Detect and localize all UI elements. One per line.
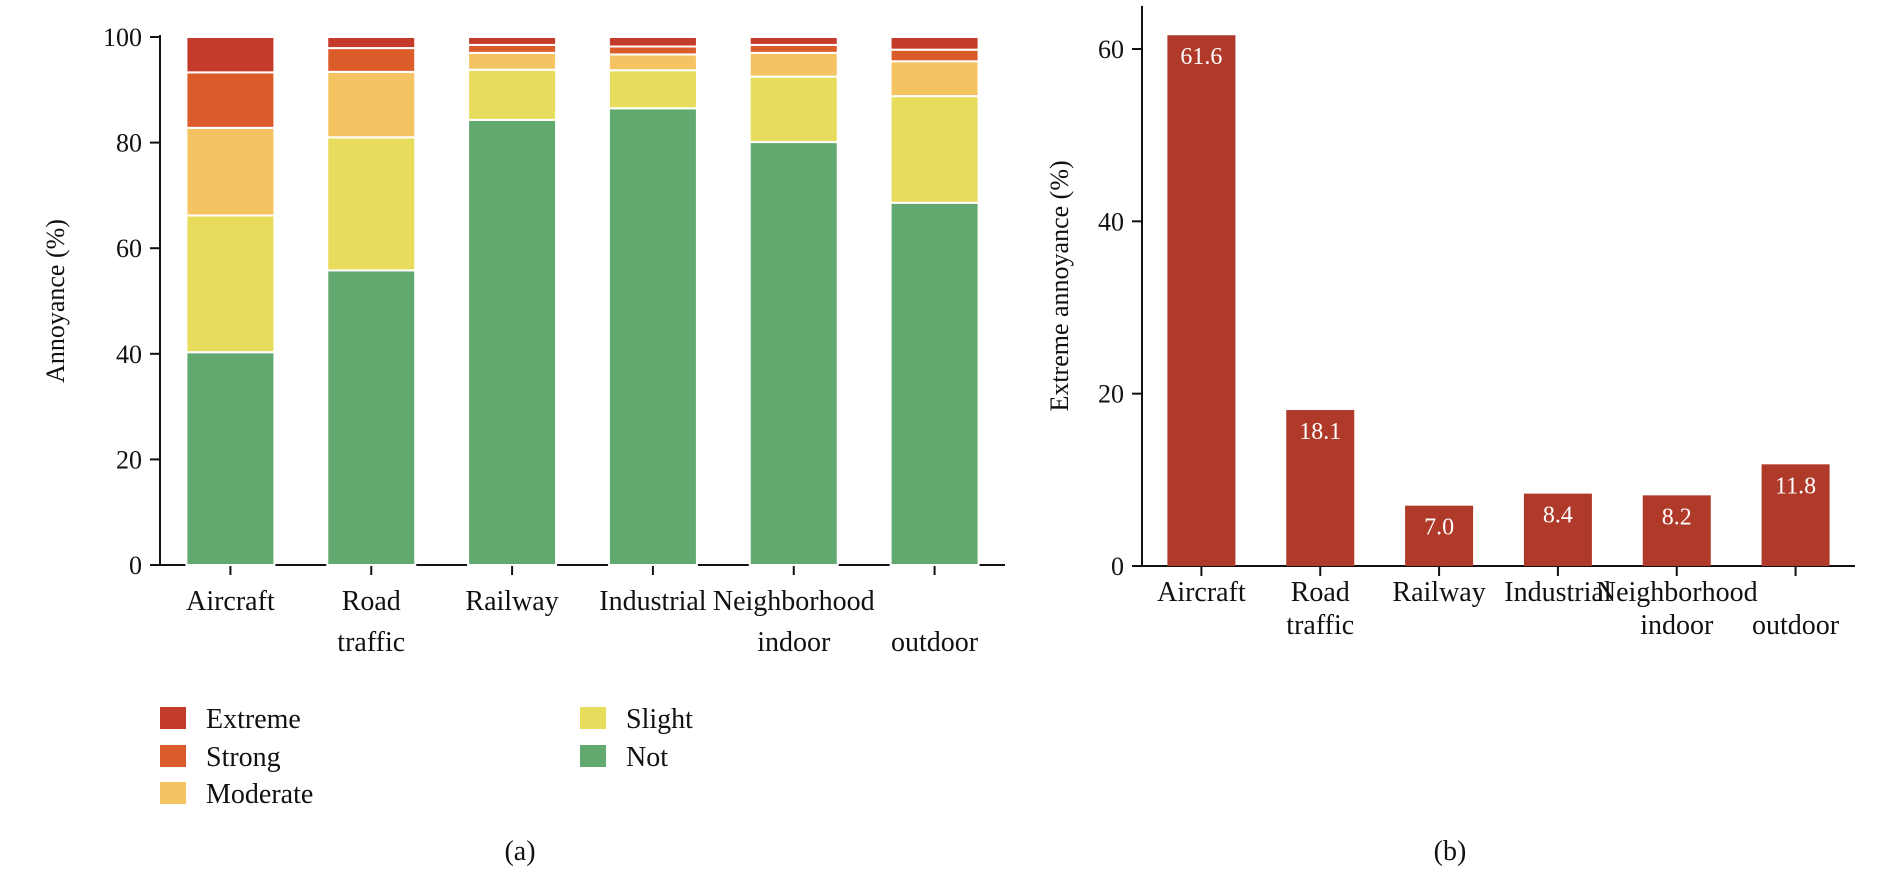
bar-segment-moderate-industrial bbox=[607, 53, 698, 72]
bar-segment-slight-railway bbox=[467, 68, 558, 121]
bar-segment-moderate-railway bbox=[467, 51, 558, 71]
x-category-label-b: indoor bbox=[1640, 610, 1714, 641]
bar-segment-strong-road-traffic bbox=[326, 47, 417, 73]
y-tick-label-a: 40 bbox=[116, 340, 142, 369]
bar-railway bbox=[1405, 505, 1474, 566]
bar-segment-extreme-outdoor bbox=[889, 36, 980, 51]
bar-road-traffic bbox=[1286, 410, 1355, 566]
y-axis-title-a: Annoyance (%) bbox=[41, 219, 70, 383]
y-axis-title-b: Extreme annoyance (%) bbox=[1045, 160, 1074, 411]
legend-swatch-slight bbox=[580, 707, 606, 729]
bar-segment-not-outdoor bbox=[889, 201, 980, 567]
y-tick-label-a: 60 bbox=[116, 234, 142, 263]
bar-segment-slight-aircraft bbox=[185, 214, 276, 354]
bar-segment-not-industrial bbox=[607, 107, 698, 566]
bar-aircraft bbox=[1167, 35, 1236, 567]
bar-segment-extreme-railway bbox=[467, 36, 558, 46]
x-category-label-a: Railway bbox=[465, 586, 558, 617]
bar-neighborhood-indoor bbox=[1642, 495, 1711, 566]
legend-label-strong: Strong bbox=[206, 742, 281, 773]
bar-segment-slight-road-traffic bbox=[326, 136, 417, 272]
legend-swatch-strong bbox=[160, 745, 186, 767]
legend-swatch-not bbox=[580, 745, 606, 767]
bar-outdoor bbox=[1761, 464, 1830, 566]
legend-label-slight: Slight bbox=[626, 704, 693, 735]
legend-label-moderate: Moderate bbox=[206, 779, 313, 810]
bar-segment-moderate-aircraft bbox=[185, 126, 276, 217]
data-label-road-traffic: 18.1 bbox=[1299, 419, 1341, 445]
y-tick-label-a: 80 bbox=[116, 129, 142, 158]
data-label-industrial: 8.4 bbox=[1543, 503, 1573, 529]
y-tick-label-a: 20 bbox=[116, 445, 142, 474]
bar-segment-slight-outdoor bbox=[889, 95, 980, 204]
bar-segment-moderate-outdoor bbox=[889, 60, 980, 98]
x-category-label-a: outdoor bbox=[891, 627, 979, 658]
x-category-label-b: Aircraft bbox=[1157, 577, 1246, 608]
y-tick-label-b: 60 bbox=[1098, 35, 1124, 64]
panel-label-a: (a) bbox=[504, 836, 535, 867]
bar-segment-not-aircraft bbox=[185, 351, 276, 566]
y-tick-label-b: 0 bbox=[1111, 552, 1124, 581]
x-category-label-b: Railway bbox=[1392, 577, 1485, 608]
x-category-label-b: traffic bbox=[1286, 610, 1354, 641]
panel-b-extreme-annoyance-chart: 0 20 40 60 Extreme annoyance (%) 61.6 Aircraft… bbox=[1045, 5, 1855, 867]
panel-label-b: (b) bbox=[1434, 836, 1467, 867]
legend-swatch-moderate bbox=[160, 782, 186, 804]
bar-segment-not-neighborhood-indoor bbox=[748, 141, 839, 567]
x-category-label-a: indoor bbox=[757, 627, 831, 658]
x-category-label-b: outdoor bbox=[1752, 610, 1840, 641]
data-label-railway: 7.0 bbox=[1424, 515, 1454, 541]
x-category-label-a: Aircraft bbox=[186, 586, 275, 617]
y-tick-label-b: 40 bbox=[1098, 207, 1124, 236]
x-category-label-a: Road bbox=[342, 586, 401, 617]
bar-segment-extreme-industrial bbox=[607, 36, 698, 48]
x-category-label-b: Road bbox=[1291, 577, 1350, 608]
bar-segment-extreme-aircraft bbox=[185, 36, 276, 74]
data-label-aircraft: 61.6 bbox=[1180, 44, 1222, 70]
x-category-label-b: Neighborhood bbox=[1596, 577, 1758, 608]
bar-segment-not-railway bbox=[467, 118, 558, 567]
legend-swatch-extreme bbox=[160, 707, 186, 729]
bar-segment-extreme-neighborhood-indoor bbox=[748, 36, 839, 46]
x-category-label-a: Neighborhood bbox=[713, 586, 875, 617]
bar-segment-slight-industrial bbox=[607, 69, 698, 110]
bar-segment-strong-neighborhood-indoor bbox=[748, 43, 839, 54]
legend-label-not: Not bbox=[626, 742, 668, 773]
y-tick-label-a: 0 bbox=[129, 551, 142, 580]
bar-segment-not-road-traffic bbox=[326, 269, 417, 566]
bar-segment-strong-outdoor bbox=[889, 48, 980, 63]
data-label-outdoor: 11.8 bbox=[1775, 473, 1816, 499]
bar-segment-strong-railway bbox=[467, 43, 558, 54]
bar-segment-moderate-neighborhood-indoor bbox=[748, 51, 839, 78]
y-tick-label-b: 20 bbox=[1098, 380, 1124, 409]
bar-segment-slight-neighborhood-indoor bbox=[748, 75, 839, 144]
y-tick-label-a: 100 bbox=[103, 23, 142, 52]
x-category-label-a: Industrial bbox=[599, 586, 707, 617]
x-category-label-b: Industrial bbox=[1504, 577, 1612, 608]
bar-segment-strong-aircraft bbox=[185, 71, 276, 129]
legend-label-extreme: Extreme bbox=[206, 704, 301, 735]
x-category-label-a: traffic bbox=[337, 627, 405, 658]
bar-segment-moderate-road-traffic bbox=[326, 70, 417, 139]
data-label-neighborhood-indoor: 8.2 bbox=[1662, 504, 1692, 530]
bar-industrial bbox=[1523, 493, 1592, 566]
bar-segment-strong-industrial bbox=[607, 45, 698, 56]
bar-segment-extreme-road-traffic bbox=[326, 36, 417, 50]
panel-a-stacked-annoyance-chart: 0 20 40 60 80 100 Annoyance (%) Aircraft Road tra… bbox=[41, 23, 1005, 867]
